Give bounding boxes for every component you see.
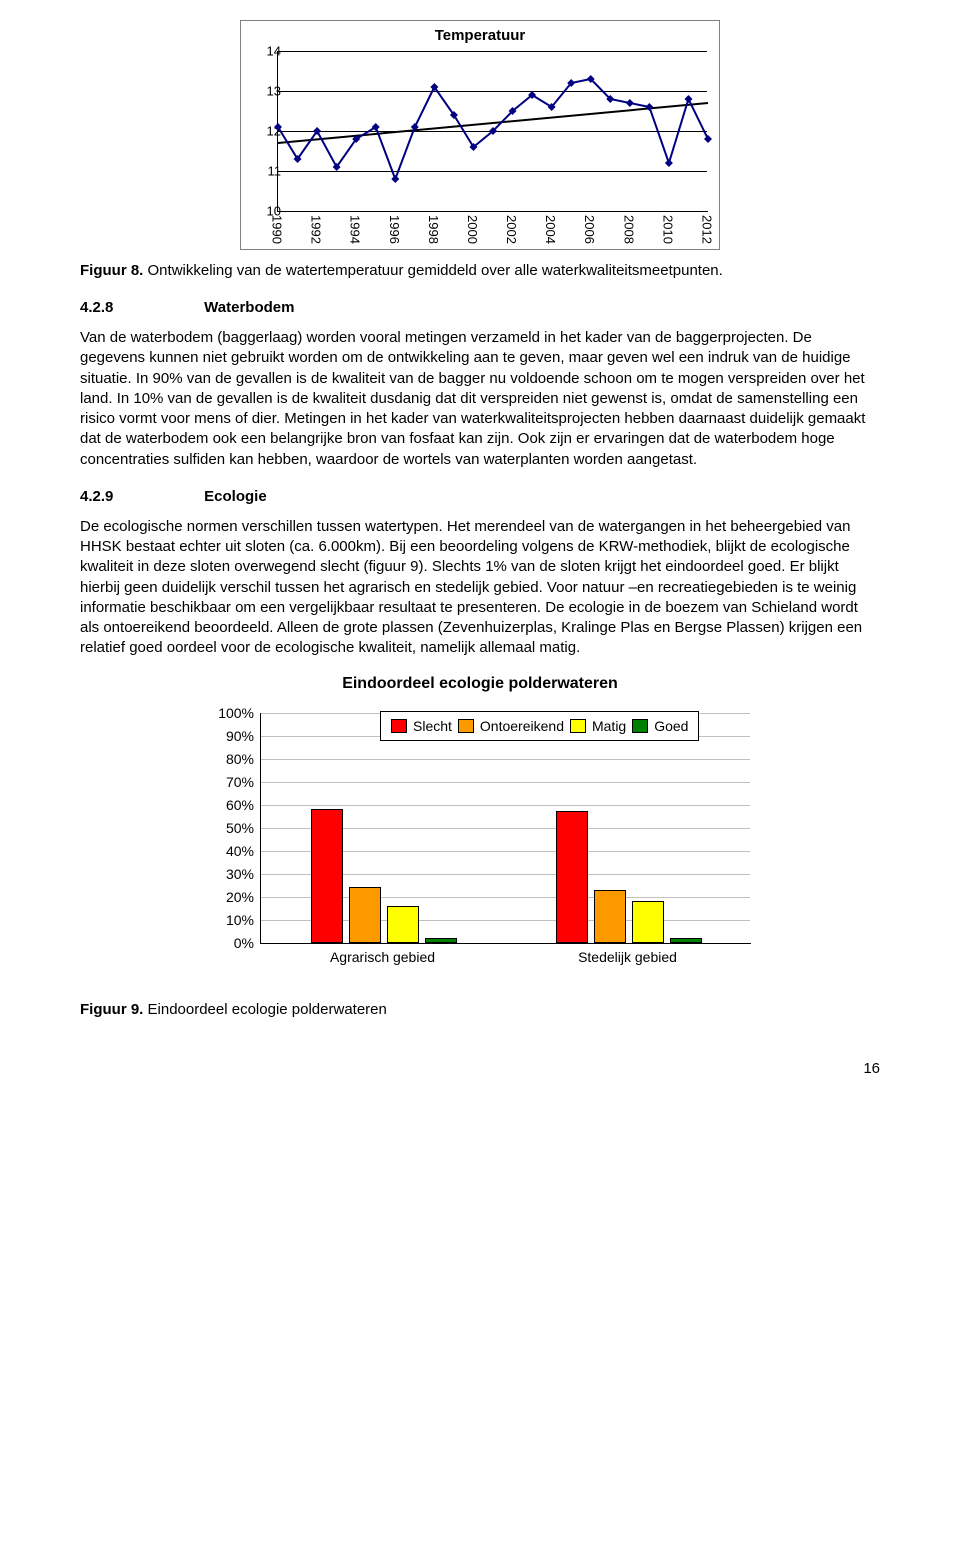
bar-chart-area: 0% 10% 20% 30% 40% 50% 60% 70% 80% 90% 100% Slecht… [200,701,760,981]
legend-swatch [458,719,474,733]
x-tick-label: 1992 [309,215,324,244]
legend-label: Slecht [413,718,452,734]
legend-label: Ontoereikend [480,718,564,734]
legend-swatch [391,719,407,733]
figure-label: Figuur 8. [80,262,143,279]
figure-text: Ontwikkeling van de watertemperatuur gem… [143,262,722,279]
bar [670,938,702,943]
figure-label: Figuur 9. [80,1001,143,1018]
line-svg [278,51,708,211]
x-tick-label: 2012 [700,215,715,244]
paragraph-ecologie: De ecologische normen verschillen tussen… [80,517,880,659]
bar-y-tick: 80% [200,751,254,767]
x-tick-label: 2010 [660,215,675,244]
bar-y-tick: 60% [200,797,254,813]
ecology-bar-chart: Eindoordeel ecologie polderwateren 0% 10%… [200,675,760,981]
figure-8-caption: Figuur 8. Ontwikkeling van de watertempe… [80,260,880,281]
bar-y-tick: 90% [200,728,254,744]
x-tick-label: 2002 [504,215,519,244]
bar [311,809,343,942]
heading-number: 4.2.8 [80,299,200,316]
x-tick-label: 1990 [270,215,285,244]
bar-y-tick: 50% [200,820,254,836]
bar-chart-title: Eindoordeel ecologie polderwateren [200,675,760,693]
bar-category-label: Stedelijk gebied [505,949,750,965]
figure-9-caption: Figuur 9. Eindoordeel ecologie polderwat… [80,999,880,1020]
heading-title: Waterbodem [204,299,294,316]
x-tick-label: 1994 [348,215,363,244]
bar [425,938,457,943]
x-tick-label: 2000 [465,215,480,244]
x-tick-label: 1998 [426,215,441,244]
x-tick-label: 1996 [387,215,402,244]
bar [387,906,419,943]
legend-label: Matig [592,718,626,734]
figure-text: Eindoordeel ecologie polderwateren [143,1001,387,1018]
bar-y-tick: 70% [200,774,254,790]
heading-ecologie: 4.2.9 Ecologie [80,488,880,505]
bar-category-label: Agrarisch gebied [260,949,505,965]
bar-y-tick: 0% [200,935,254,951]
page: Temperatuur 1011121314 19901992199419961… [0,0,960,1117]
bar [632,901,664,942]
bar-plot-area [260,713,751,944]
bar-y-tick: 20% [200,889,254,905]
page-number: 16 [80,1060,880,1077]
legend-swatch [570,719,586,733]
legend: Slecht Ontoereikend Matig Goed [380,711,699,741]
chart-plot-area [277,51,708,212]
x-tick-label: 2004 [543,215,558,244]
paragraph-waterbodem: Van de waterbodem (baggerlaag) worden vo… [80,328,880,470]
bar [594,890,626,943]
legend-swatch [632,719,648,733]
legend-label: Goed [654,718,688,734]
chart-title: Temperatuur [241,21,719,44]
temperature-chart: Temperatuur 1011121314 19901992199419961… [240,20,720,250]
heading-waterbodem: 4.2.8 Waterbodem [80,299,880,316]
bar-y-tick: 100% [200,705,254,721]
heading-number: 4.2.9 [80,488,200,505]
bar [349,887,381,942]
bar-y-tick: 40% [200,843,254,859]
heading-title: Ecologie [204,488,267,505]
bar [556,811,588,942]
bar-y-tick: 30% [200,866,254,882]
x-tick-label: 2006 [582,215,597,244]
x-tick-label: 2008 [621,215,636,244]
bar-y-tick: 10% [200,912,254,928]
